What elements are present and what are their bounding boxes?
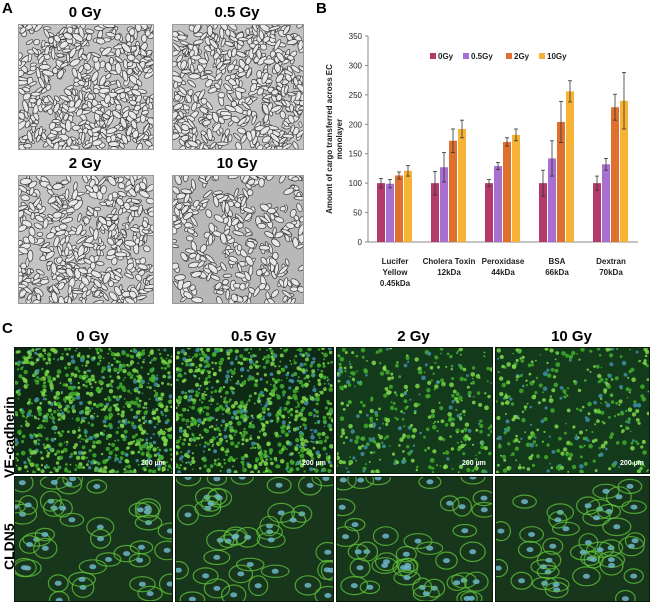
legend-swatch-0Gy: [430, 53, 436, 59]
y-tick-label: 0: [358, 238, 363, 247]
bar-2Gy-3: [557, 121, 565, 242]
cldn5-image-2gy: [336, 476, 493, 602]
x-tick-label: 12kDa: [437, 268, 461, 277]
scale-bar-label-0gy: 200 µm: [141, 460, 165, 467]
bar-10Gy-0: [404, 170, 412, 242]
phase-contrast-image-2gy: [18, 175, 154, 304]
legend-label-0.5Gy: 0.5Gy: [471, 52, 493, 61]
phase-contrast-image-0-5gy: [172, 24, 304, 150]
ve-cadherin-image-2gy: [336, 347, 493, 474]
panel-c-label-2gy: 2 Gy: [397, 328, 430, 345]
phase-contrast-image-0gy: [18, 24, 154, 150]
cldn5-image-0gy: [14, 476, 173, 602]
bar-0.5Gy-2: [494, 166, 502, 242]
bar-2Gy-4: [611, 107, 619, 243]
panel-c-label-0-5gy: 0.5 Gy: [230, 328, 277, 345]
bar-10Gy-1: [458, 128, 466, 242]
bar-0Gy-1: [431, 183, 439, 242]
panel-a-letter: A: [2, 0, 13, 17]
bar-0.5Gy-0: [386, 183, 394, 242]
bar-10Gy-3: [566, 91, 574, 242]
bar-0.5Gy-4: [602, 164, 610, 242]
phase-contrast-image-10gy: [172, 175, 304, 304]
bar-10Gy-2: [512, 134, 520, 242]
bar-0Gy-0: [377, 183, 385, 242]
y-tick-label: 250: [349, 91, 363, 100]
scale-bar-label-10gy: 200 µm: [620, 460, 644, 467]
y-tick-label: 300: [349, 61, 363, 70]
cldn5-image-10gy: [495, 476, 650, 602]
panel-c-label-0gy: 0 Gy: [76, 328, 109, 345]
x-tick-label: Dextran: [596, 257, 626, 266]
cldn5-image-0-5gy: [175, 476, 334, 602]
panel-c-letter: C: [2, 320, 13, 337]
ve-cadherin-image-10gy: [495, 347, 650, 474]
legend-swatch-10Gy: [539, 53, 545, 59]
x-tick-label: 66kDa: [545, 268, 569, 277]
bar-2Gy-2: [503, 141, 511, 242]
legend-swatch-2Gy: [506, 53, 512, 59]
bar-0.5Gy-3: [548, 158, 556, 242]
x-tick-label: Cholera Toxin: [423, 257, 476, 266]
y-axis-label: Amount of cargo transferred across ECmon…: [325, 64, 344, 214]
x-tick-label: Peroxidase: [482, 257, 525, 266]
x-tick-label: 70kDa: [599, 268, 623, 277]
y-tick-label: 100: [349, 179, 363, 188]
y-tick-label: 200: [349, 120, 363, 129]
bar-10Gy-4: [620, 100, 628, 242]
ve-cadherin-image-0gy: [14, 347, 173, 474]
panel-c-label-10gy: 10 Gy: [551, 328, 592, 345]
bar-2Gy-0: [395, 175, 403, 242]
scale-bar-label-0-5gy: 200 µm: [302, 460, 326, 467]
x-tick-label: Yellow: [383, 268, 409, 277]
panel-b-letter: B: [316, 0, 327, 17]
bar-0Gy-4: [593, 183, 601, 242]
cargo-transfer-bar-chart: 0 50 100 150 200 250 300 350 Amount of cargo tra…: [325, 32, 638, 288]
panel-a-label-10gy: 10 Gy: [216, 155, 258, 172]
bar-0.5Gy-1: [440, 167, 448, 242]
legend-label-2Gy: 2Gy: [514, 52, 530, 61]
panel-a-label-2gy: 2 Gy: [68, 155, 102, 172]
scale-bar-label-2gy: 200 µm: [462, 460, 486, 467]
panel-a-label-0-5gy: 0.5 Gy: [214, 4, 260, 21]
bar-2Gy-1: [449, 140, 457, 242]
y-tick-label: 350: [349, 32, 363, 41]
x-tick-label: 0.45kDa: [380, 279, 411, 288]
x-tick-label: BSA: [549, 257, 566, 266]
bar-0Gy-3: [539, 183, 547, 242]
bar-0Gy-2: [485, 183, 493, 242]
x-tick-label: Lucifer: [382, 257, 409, 266]
ve-cadherin-image-0-5gy: [175, 347, 334, 474]
y-tick-label: 50: [353, 209, 362, 218]
panel-a-label-0gy: 0 Gy: [68, 4, 102, 21]
legend-swatch-0.5Gy: [463, 53, 469, 59]
x-tick-label: 44kDa: [491, 268, 515, 277]
y-tick-label: 150: [349, 150, 363, 159]
legend-label-10Gy: 10Gy: [547, 52, 567, 61]
legend-label-0Gy: 0Gy: [438, 52, 454, 61]
